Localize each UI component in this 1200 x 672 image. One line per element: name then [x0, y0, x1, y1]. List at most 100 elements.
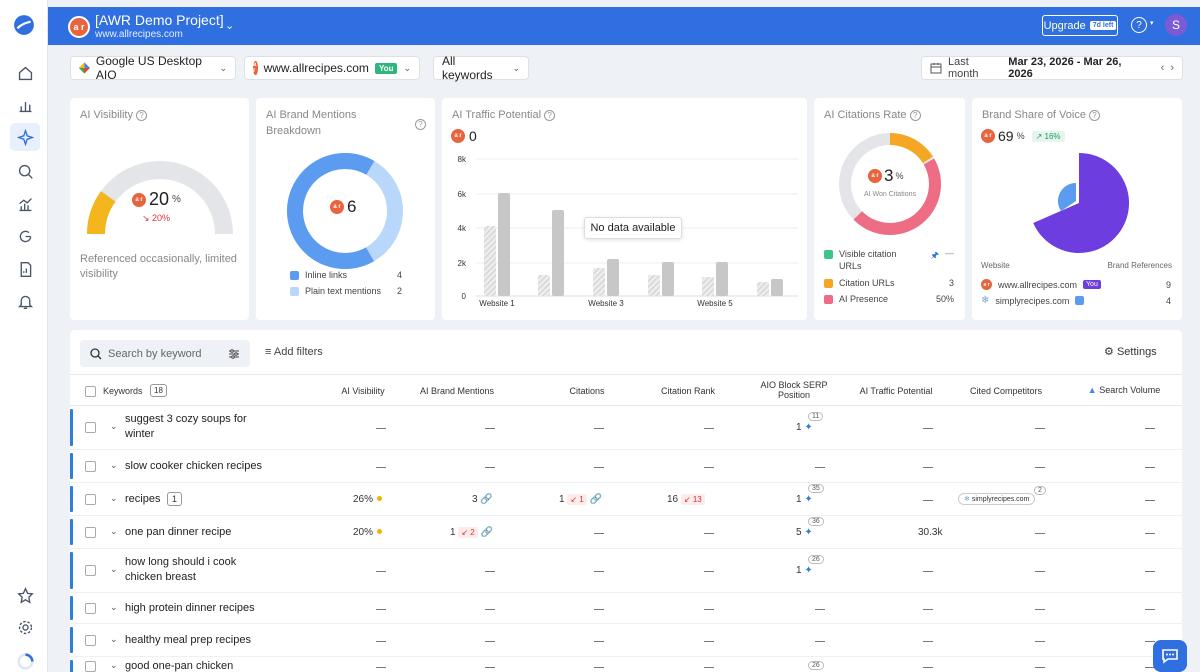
- expand-chevron-icon[interactable]: ⌄: [110, 421, 118, 431]
- brand-logo: a r: [330, 200, 344, 214]
- header-keywords[interactable]: Keywords: [103, 386, 143, 396]
- report-icon[interactable]: [14, 258, 36, 280]
- search-analysis-icon[interactable]: [14, 160, 36, 182]
- help-chevron-icon[interactable]: ▾: [1150, 20, 1154, 27]
- sliders-icon[interactable]: [228, 348, 240, 360]
- select-all-checkbox[interactable]: [85, 386, 96, 397]
- app-logo-icon[interactable]: [13, 14, 35, 36]
- row-checkbox[interactable]: [85, 422, 96, 433]
- settings-gear-icon[interactable]: [14, 616, 36, 638]
- ai-visibility-title: AI Visibility?: [80, 109, 147, 121]
- date-range-value: Mar 23, 2026 - Mar 26, 2026: [1008, 56, 1122, 80]
- expand-chevron-icon[interactable]: ⌄: [110, 492, 118, 503]
- row-checkbox[interactable]: [85, 634, 96, 646]
- serp-count-badge: 11: [808, 412, 824, 421]
- table-row[interactable]: ⌄ good one-pan chicken 26: [70, 657, 1182, 672]
- link-icon[interactable]: 🔗: [480, 526, 493, 538]
- project-logo: a r: [68, 16, 90, 38]
- chat-support-button[interactable]: [1153, 640, 1187, 672]
- site-dropdown[interactable]: a r www.allrecipes.com You ⌄: [244, 56, 420, 80]
- header-brand-mentions[interactable]: AI Brand Mentions: [419, 386, 495, 396]
- header-cited-competitors[interactable]: Cited Competitors: [969, 386, 1043, 396]
- row-checkbox[interactable]: [85, 661, 96, 672]
- table-row[interactable]: ⌄ recipes 1 26% 3 🔗 1 ↙ 1 🔗 16 ↙ 13 1 ✦ 35 ❄ simp…: [70, 483, 1182, 516]
- keyword-text: slow cooker chicken recipes: [125, 459, 262, 472]
- header-traffic-potential[interactable]: AI Traffic Potential: [859, 386, 933, 396]
- keywords-dropdown[interactable]: All keywords ⌄: [433, 54, 529, 82]
- bell-icon[interactable]: [14, 290, 36, 312]
- empty-value: [704, 571, 714, 572]
- table-row[interactable]: ⌄ high protein dinner recipes: [70, 593, 1182, 624]
- keyword-search-input[interactable]: Search by keyword: [80, 340, 250, 367]
- table-row[interactable]: ⌄ suggest 3 cozy soups for winter 1 ✦ 11: [70, 406, 1182, 450]
- table-row[interactable]: ⌄ healthy meal prep recipes: [70, 624, 1182, 657]
- empty-value: [704, 640, 714, 642]
- google-icon[interactable]: [14, 225, 36, 247]
- table-row[interactable]: ⌄ how long should i cook chicken breast 1 …: [70, 549, 1182, 593]
- table-row[interactable]: ⌄ slow cooker chicken recipes: [70, 450, 1182, 483]
- progress-ring-icon: [14, 650, 36, 672]
- star-icon[interactable]: [14, 584, 36, 606]
- header-serp-position[interactable]: AIO Block SERP Position: [760, 380, 828, 400]
- keyword-text: one pan dinner recipe: [125, 525, 232, 538]
- y-tick: 8k: [458, 155, 467, 164]
- empty-value: [923, 571, 933, 572]
- competitor-chip[interactable]: ❄ simplyrecipes.com: [958, 492, 1036, 505]
- chevron-down-icon: ⌄: [512, 62, 520, 73]
- help-icon[interactable]: ?: [1131, 17, 1147, 33]
- add-filters-button[interactable]: ≡ Add filters: [265, 346, 323, 358]
- empty-value: [923, 667, 933, 668]
- link-icon[interactable]: 🔗: [480, 493, 493, 505]
- user-avatar[interactable]: S: [1165, 14, 1187, 36]
- empty-value: [376, 640, 386, 642]
- next-period-icon[interactable]: ›: [1170, 62, 1174, 74]
- row-checkbox[interactable]: [85, 526, 96, 538]
- empty-value: [923, 466, 933, 468]
- project-name[interactable]: [AWR Demo Project]: [95, 12, 224, 28]
- row-checkbox[interactable]: [85, 493, 96, 505]
- empty-value: [1145, 667, 1155, 668]
- header-search-volume[interactable]: ▲ Search Volume: [1087, 385, 1161, 395]
- expand-chevron-icon[interactable]: ⌄: [110, 633, 118, 644]
- settings-button[interactable]: ⚙ Settings: [1104, 346, 1157, 358]
- row-checkbox[interactable]: [85, 602, 96, 614]
- home-icon[interactable]: [14, 62, 36, 84]
- expand-chevron-icon[interactable]: ⌄: [110, 525, 118, 536]
- row-checkbox[interactable]: [85, 565, 96, 576]
- ai-visibility-change: ↘ 20%: [142, 213, 171, 223]
- expand-chevron-icon[interactable]: ⌄: [110, 459, 118, 470]
- expand-chevron-icon[interactable]: ⌄: [110, 601, 118, 612]
- keywords-count-badge: 18: [150, 384, 167, 397]
- change-chip: ↙ 1: [567, 493, 587, 505]
- sov-row-allrecipes: a r www.allrecipes.com You 9: [981, 279, 1171, 290]
- trend-chart-icon[interactable]: [14, 193, 36, 215]
- ai-sparkle-icon[interactable]: [10, 123, 40, 151]
- keyword-count-badge: 1: [167, 491, 183, 506]
- empty-value: [594, 532, 604, 534]
- ai-sparkle-icon: ✦: [804, 493, 813, 505]
- traffic-value-group: a r 0: [451, 128, 477, 144]
- empty-value: [1035, 667, 1045, 668]
- help-icon: ?: [1088, 109, 1100, 121]
- pin-icon[interactable]: 🖈: [930, 250, 939, 260]
- brand-logo: a r: [981, 129, 995, 143]
- link-icon[interactable]: 🔗: [589, 493, 602, 505]
- legend-swatch: [290, 286, 299, 296]
- header-citations[interactable]: Citations: [569, 386, 605, 396]
- table-row[interactable]: ⌄ one pan dinner recipe 20% 1 ↙ 2 🔗 5 ✦ 36 30.…: [70, 516, 1182, 549]
- expand-chevron-icon[interactable]: ⌄: [110, 660, 118, 670]
- gear-icon: ⚙: [1104, 346, 1114, 358]
- project-switch-chevron-icon[interactable]: ⌄: [225, 20, 235, 32]
- row-checkbox[interactable]: [85, 460, 96, 472]
- keyword-text: recipes: [125, 492, 161, 505]
- date-range-picker[interactable]: Last month Mar 23, 2026 - Mar 26, 2026 ‹…: [921, 56, 1183, 80]
- placeholder-bar: [552, 210, 564, 296]
- bar-chart-icon[interactable]: [14, 94, 36, 116]
- header-ai-visibility[interactable]: AI Visibility: [341, 386, 385, 396]
- expand-chevron-icon[interactable]: ⌄: [110, 564, 118, 574]
- prev-period-icon[interactable]: ‹: [1160, 62, 1165, 74]
- search-engine-dropdown[interactable]: Google US Desktop AIO ⌄: [70, 54, 236, 82]
- upgrade-button[interactable]: Upgrade 7d left: [1042, 15, 1118, 36]
- empty-value: [485, 608, 495, 610]
- header-citation-rank[interactable]: Citation Rank: [660, 386, 716, 396]
